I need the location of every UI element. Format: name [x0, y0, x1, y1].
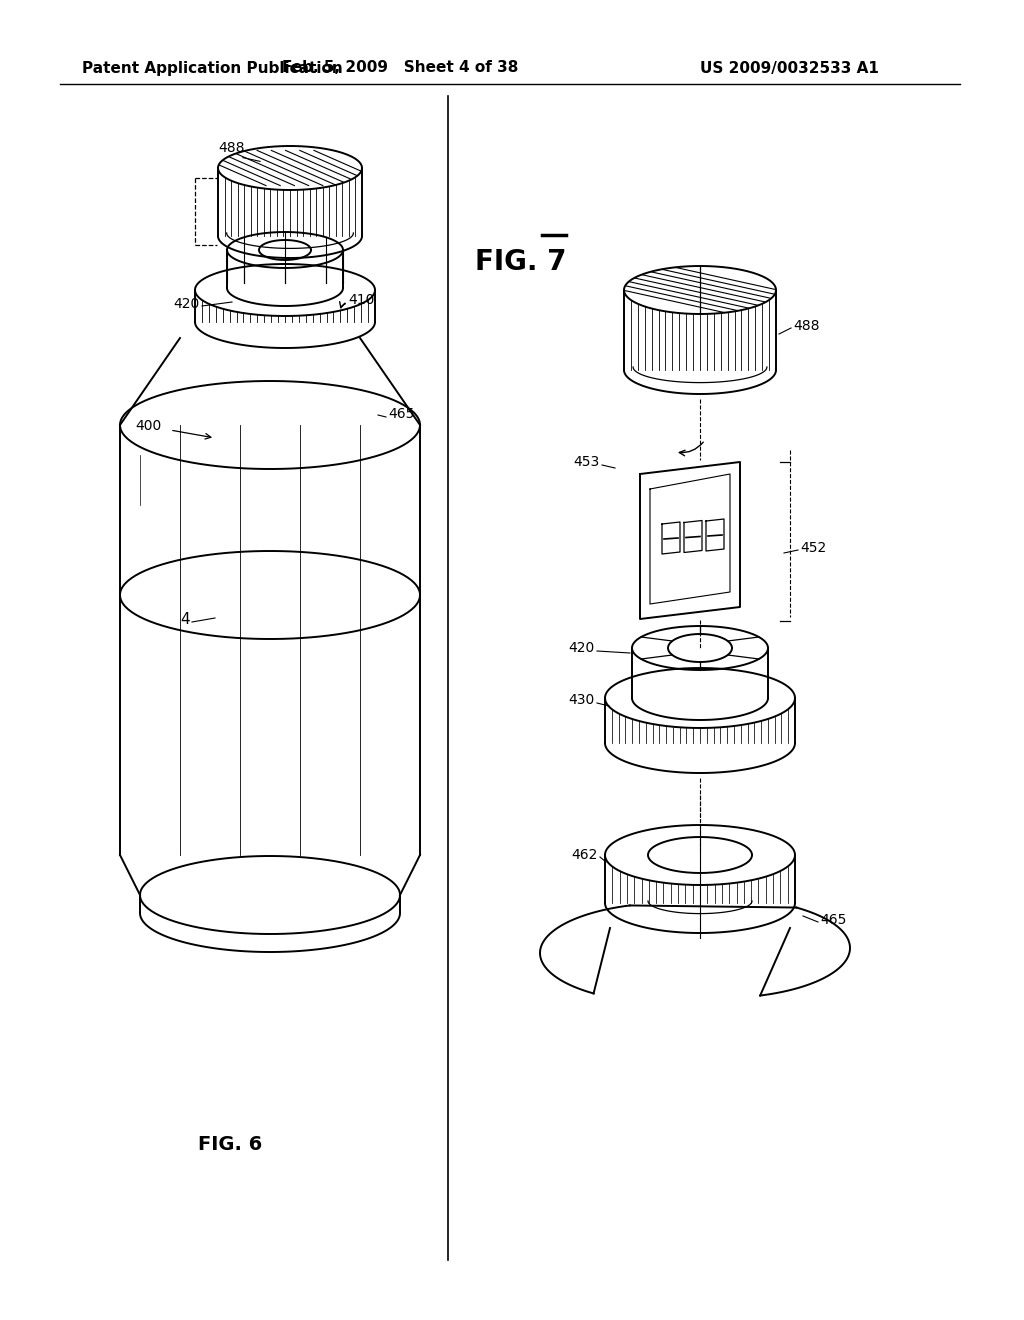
Text: Patent Application Publication: Patent Application Publication	[82, 61, 343, 75]
Text: 465: 465	[388, 407, 415, 421]
Text: 465: 465	[820, 913, 847, 927]
Text: US 2009/0032533 A1: US 2009/0032533 A1	[700, 61, 879, 75]
Text: 452: 452	[800, 541, 826, 554]
Text: 488: 488	[218, 141, 245, 154]
Text: 488: 488	[793, 319, 819, 333]
Text: FIG. 6: FIG. 6	[198, 1135, 262, 1154]
Text: 410: 410	[348, 293, 375, 308]
Text: 400: 400	[136, 418, 162, 433]
Text: 430: 430	[568, 693, 595, 708]
Text: 453: 453	[573, 455, 600, 469]
Text: Feb. 5, 2009   Sheet 4 of 38: Feb. 5, 2009 Sheet 4 of 38	[282, 61, 518, 75]
Text: 420: 420	[174, 297, 200, 312]
Text: 4: 4	[180, 612, 190, 627]
Text: FIG. 7: FIG. 7	[475, 248, 566, 276]
Text: 420: 420	[568, 642, 595, 655]
Text: 462: 462	[571, 847, 598, 862]
